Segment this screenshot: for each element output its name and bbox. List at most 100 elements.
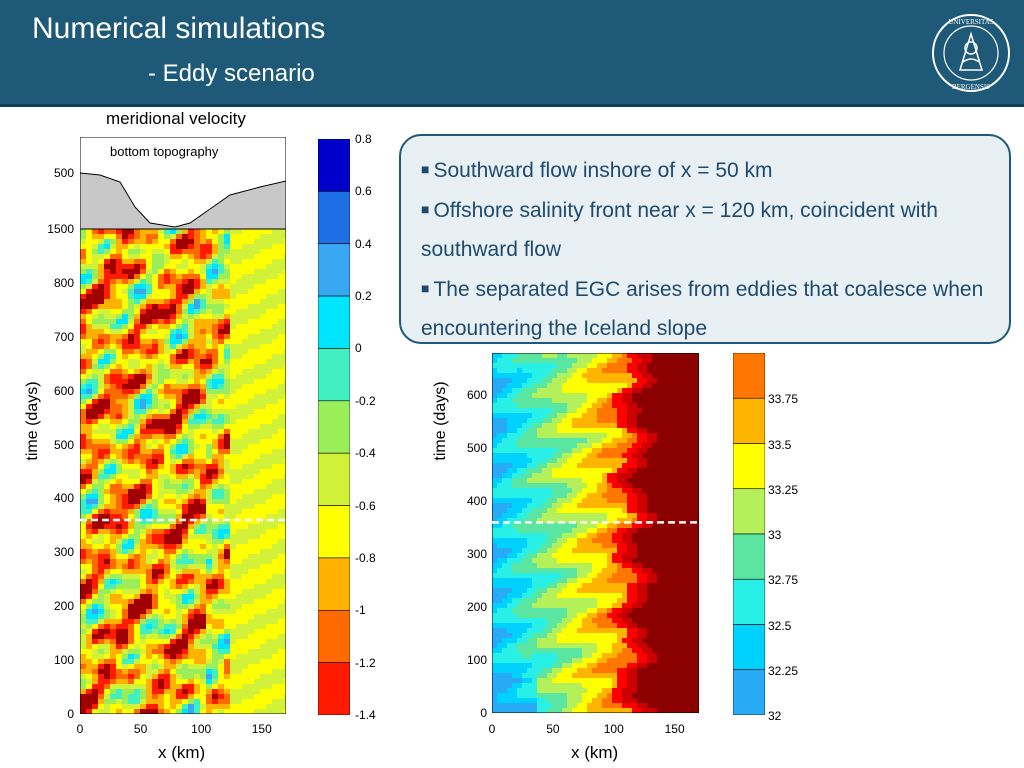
salinity-cell bbox=[607, 468, 612, 473]
salinity-cell bbox=[667, 383, 672, 388]
salinity-cell bbox=[667, 523, 672, 528]
velocity-cell bbox=[188, 709, 194, 714]
velocity-cell bbox=[140, 294, 146, 299]
velocity-cell bbox=[188, 699, 194, 704]
salinity-cell bbox=[577, 438, 582, 443]
salinity-cell bbox=[562, 473, 567, 478]
velocity-cell bbox=[104, 609, 110, 614]
salinity-cell bbox=[512, 423, 517, 428]
salinity-cell bbox=[497, 468, 502, 473]
velocity-cell bbox=[200, 609, 206, 614]
velocity-cell bbox=[176, 409, 182, 414]
velocity-cell bbox=[80, 254, 86, 259]
velocity-cell bbox=[248, 489, 254, 494]
velocity-cell bbox=[284, 514, 286, 519]
velocity-cell bbox=[272, 514, 278, 519]
velocity-cell bbox=[194, 599, 200, 604]
velocity-cell bbox=[272, 579, 278, 584]
chart1-x-tick: 100 bbox=[191, 722, 212, 736]
velocity-cell bbox=[92, 294, 98, 299]
velocity-cell bbox=[260, 484, 266, 489]
velocity-cell bbox=[284, 604, 286, 609]
velocity-cell bbox=[182, 604, 188, 609]
velocity-cell bbox=[128, 524, 134, 529]
velocity-cell bbox=[170, 459, 176, 464]
velocity-cell bbox=[182, 319, 188, 324]
salinity-cell bbox=[627, 503, 632, 508]
salinity-cell bbox=[512, 458, 517, 463]
salinity-cell bbox=[622, 483, 627, 488]
velocity-cell bbox=[200, 624, 206, 629]
velocity-cell bbox=[146, 544, 152, 549]
velocity-cell bbox=[218, 409, 224, 414]
velocity-cell bbox=[248, 284, 254, 289]
velocity-cell bbox=[110, 524, 116, 529]
velocity-cell bbox=[224, 254, 230, 259]
velocity-cell bbox=[122, 594, 128, 599]
velocity-cell bbox=[80, 264, 86, 269]
velocity-cell bbox=[128, 489, 134, 494]
velocity-cell bbox=[206, 414, 212, 419]
velocity-cell bbox=[86, 229, 92, 234]
velocity-cell bbox=[86, 314, 92, 319]
velocity-cell bbox=[164, 374, 170, 379]
salinity-cell bbox=[672, 453, 677, 458]
salinity-cell bbox=[622, 383, 627, 388]
velocity-cell bbox=[224, 504, 230, 509]
salinity-cell bbox=[592, 468, 597, 473]
salinity-cell bbox=[682, 513, 687, 518]
velocity-cell bbox=[236, 309, 242, 314]
velocity-cell bbox=[92, 654, 98, 659]
salinity-cell bbox=[587, 363, 592, 368]
velocity-cell bbox=[158, 669, 164, 674]
velocity-cell bbox=[188, 319, 194, 324]
velocity-cell bbox=[140, 614, 146, 619]
velocity-cell bbox=[224, 444, 230, 449]
velocity-cell bbox=[98, 444, 104, 449]
salinity-cell bbox=[527, 493, 532, 498]
salinity-cell bbox=[507, 498, 512, 503]
velocity-cell bbox=[128, 344, 134, 349]
velocity-cell bbox=[194, 674, 200, 679]
velocity-cell bbox=[170, 524, 176, 529]
velocity-cell bbox=[218, 584, 224, 589]
velocity-cell bbox=[248, 264, 254, 269]
salinity-cell bbox=[572, 498, 577, 503]
velocity-cell bbox=[122, 604, 128, 609]
salinity-cell bbox=[532, 488, 537, 493]
colorbar-segment bbox=[318, 400, 350, 454]
salinity-cell bbox=[617, 528, 622, 533]
velocity-cell bbox=[170, 244, 176, 249]
salinity-cell bbox=[537, 388, 542, 393]
velocity-cell bbox=[218, 244, 224, 249]
velocity-cell bbox=[158, 574, 164, 579]
salinity-cell bbox=[557, 468, 562, 473]
velocity-cell bbox=[152, 459, 158, 464]
colorbar-segment bbox=[318, 348, 350, 402]
velocity-cell bbox=[242, 489, 248, 494]
salinity-cell bbox=[657, 363, 662, 368]
velocity-cell bbox=[116, 454, 122, 459]
velocity-cell bbox=[200, 264, 206, 269]
velocity-cell bbox=[254, 349, 260, 354]
salinity-cell bbox=[582, 368, 587, 373]
velocity-cell bbox=[272, 464, 278, 469]
velocity-cell bbox=[206, 704, 212, 709]
velocity-cell bbox=[254, 464, 260, 469]
velocity-cell bbox=[206, 509, 212, 514]
colorbar-segment bbox=[318, 557, 350, 611]
velocity-cell bbox=[140, 639, 146, 644]
velocity-cell bbox=[194, 499, 200, 504]
salinity-cell bbox=[517, 378, 522, 383]
salinity-cell bbox=[512, 398, 517, 403]
velocity-cell bbox=[230, 454, 236, 459]
velocity-cell bbox=[176, 309, 182, 314]
velocity-cell bbox=[272, 229, 278, 234]
velocity-cell bbox=[182, 294, 188, 299]
velocity-cell bbox=[266, 234, 272, 239]
salinity-cell bbox=[697, 438, 699, 443]
salinity-cell bbox=[642, 503, 647, 508]
colorbar-label: 0.2 bbox=[355, 289, 372, 304]
velocity-cell bbox=[110, 549, 116, 554]
salinity-cell bbox=[572, 448, 577, 453]
